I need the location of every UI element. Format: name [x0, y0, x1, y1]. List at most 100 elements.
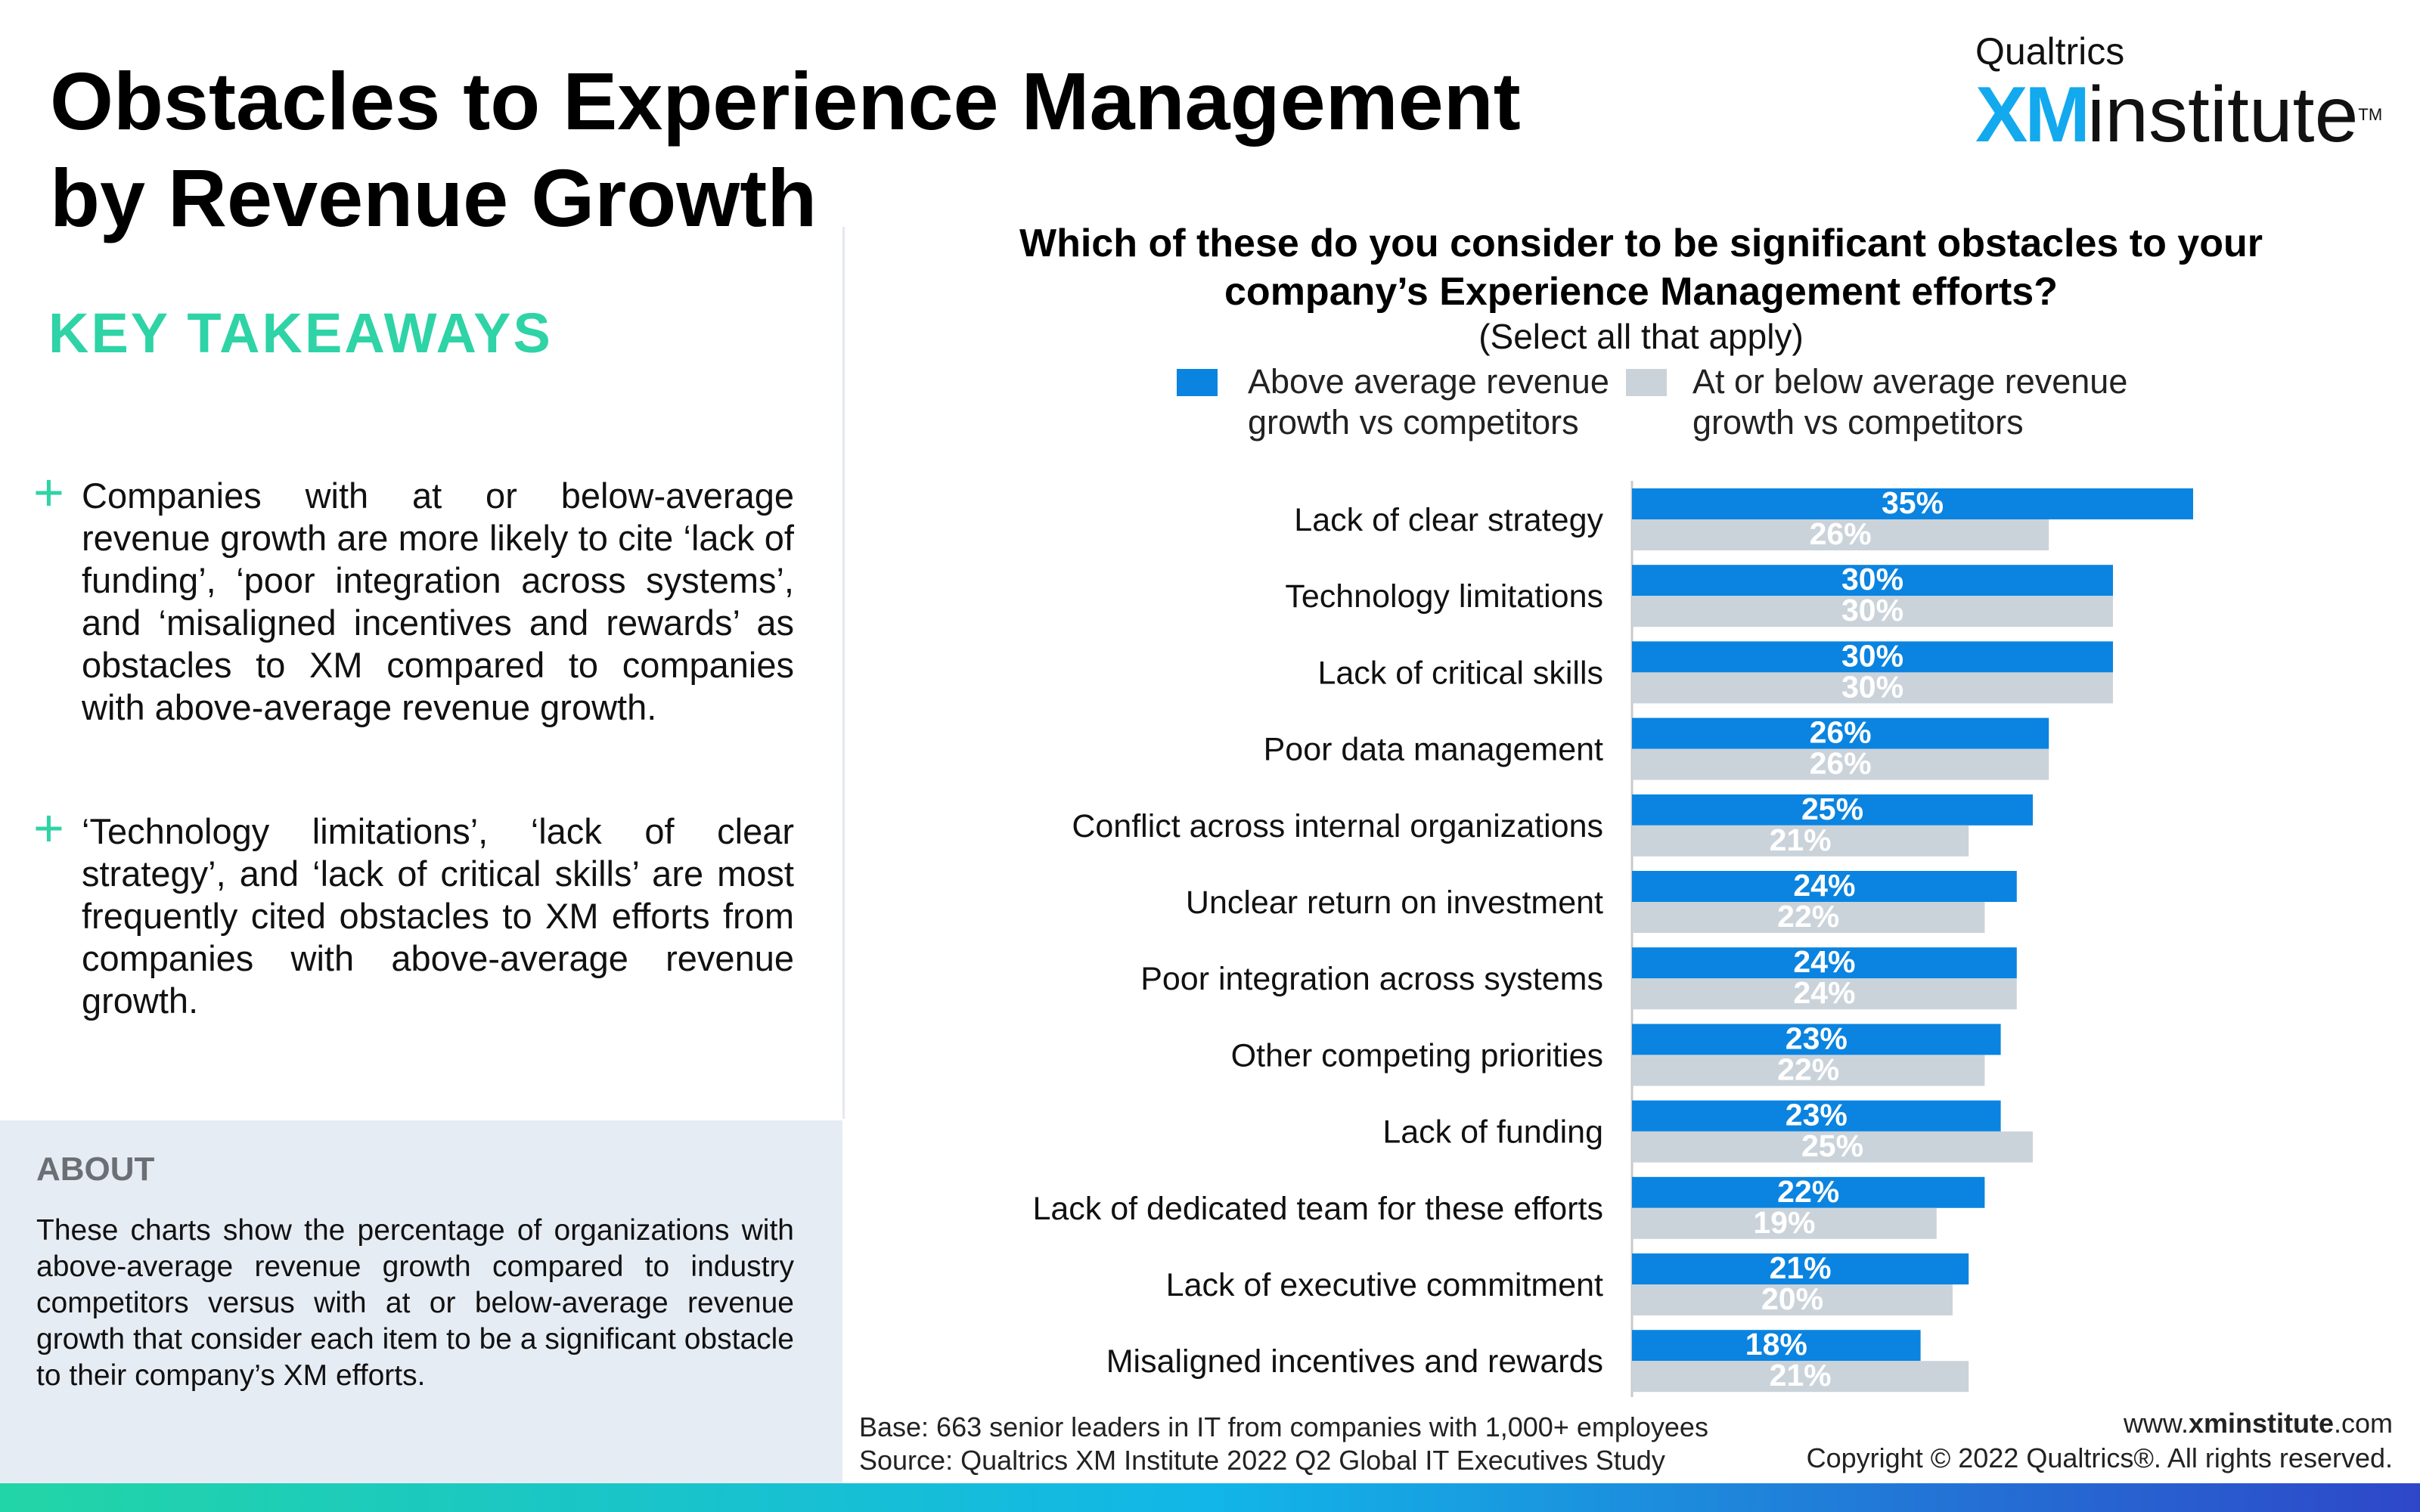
bottom-gradient-bar [0, 1483, 2420, 1512]
data-label-below: 21% [1770, 823, 1832, 857]
bar-above [1632, 717, 2049, 749]
category-label: Lack of clear strategy [1294, 502, 1603, 538]
takeaway-text-2: ‘Technology limitations’, ‘lack of clear… [82, 811, 794, 1021]
bar-below [1632, 672, 2113, 704]
data-label-below: 25% [1801, 1129, 1863, 1163]
legend-label-below: At or below average revenue growth vs co… [1692, 361, 2127, 443]
data-label-above: 30% [1841, 562, 1903, 596]
data-label-below: 19% [1753, 1205, 1815, 1240]
bar-above [1632, 641, 2113, 673]
column-divider [842, 227, 845, 1119]
logo-institute-text: institute [2087, 71, 2359, 159]
legend-swatch-above [1177, 369, 1218, 396]
data-label-below: 24% [1793, 975, 1855, 1010]
bar-below [1632, 596, 2113, 627]
data-label-below: 20% [1761, 1281, 1823, 1316]
bar-below [1632, 825, 1969, 857]
bar-above [1632, 1330, 1921, 1362]
takeaway-text-1: Companies with at or below-average reven… [82, 476, 794, 727]
bar-below [1632, 1284, 1953, 1315]
category-label: Poor integration across systems [1140, 961, 1603, 997]
bar-above [1632, 1176, 1985, 1208]
bar-below [1632, 1131, 2033, 1163]
bar-above [1632, 1100, 2001, 1132]
page-title-line1: Obstacles to Experience Management [50, 55, 1521, 147]
category-label: Technology limitations [1285, 578, 1603, 615]
bar-above [1632, 565, 2113, 596]
data-label-above: 24% [1793, 944, 1855, 979]
category-label: Conflict across internal organizations [1072, 808, 1603, 844]
page-title: Obstacles to Experience Management by Re… [50, 53, 1562, 246]
category-label: Poor data management [1264, 732, 1603, 768]
url-bold: xminstitute [2188, 1408, 2334, 1439]
logo-qualtrics-text: Qualtrics [1975, 30, 2125, 73]
about-panel: ABOUT These charts show the percentage o… [0, 1120, 842, 1483]
category-label: Lack of executive commitment [1166, 1267, 1603, 1303]
data-label-above: 21% [1770, 1250, 1832, 1285]
legend-below-line1: At or below average revenue [1692, 362, 2128, 401]
bar-above [1632, 1253, 1969, 1284]
bar-above [1632, 947, 2017, 979]
footer-notes: Base: 663 senior leaders in IT from comp… [859, 1411, 1708, 1477]
legend-label-above: Above average revenue growth vs competit… [1248, 361, 1609, 443]
bar-above [1632, 871, 2017, 902]
data-label-below: 22% [1777, 899, 1839, 934]
footer-credits: www.xminstitute.com Copyright © 2022 Qua… [1807, 1406, 2393, 1476]
legend-swatch-below [1626, 369, 1667, 396]
bar-below [1632, 978, 2017, 1010]
xm-institute-logo: Qualtrics XMinstituteTM [1975, 29, 2384, 156]
logo-main: XMinstituteTM [1975, 74, 2384, 156]
about-text: These charts show the percentage of orga… [36, 1214, 794, 1392]
bar-below [1632, 1055, 1985, 1086]
data-label-above: 23% [1786, 1021, 1848, 1055]
footer-source: Source: Qualtrics XM Institute 2022 Q2 G… [859, 1445, 1665, 1476]
bar-below [1632, 902, 1985, 933]
chart-question: Which of these do you consider to be sig… [945, 219, 2337, 316]
footer-url[interactable]: www.xminstitute.com [1807, 1406, 2393, 1441]
bar-below [1632, 1361, 1969, 1393]
plus-icon: + [33, 463, 64, 522]
data-label-below: 30% [1841, 593, 1903, 627]
category-label: Unclear return on investment [1186, 885, 1603, 921]
data-label-below: 22% [1777, 1052, 1839, 1086]
footer-copyright: Copyright © 2022 Qualtrics®. All rights … [1806, 1442, 2393, 1473]
data-label-above: 18% [1745, 1327, 1807, 1362]
legend-below-line2: growth vs competitors [1692, 403, 2024, 442]
page-title-line2: by Revenue Growth [50, 152, 818, 243]
url-suffix: .com [2333, 1408, 2393, 1439]
data-label-above: 30% [1841, 638, 1903, 673]
category-label: Misaligned incentives and rewards [1106, 1343, 1603, 1380]
data-label-above: 23% [1786, 1098, 1848, 1132]
data-label-below: 30% [1841, 669, 1903, 704]
category-label: Other competing priorities [1231, 1037, 1603, 1074]
bar-below [1632, 1207, 1937, 1239]
data-label-above: 24% [1793, 868, 1855, 903]
url-prefix: www. [2123, 1408, 2189, 1439]
legend-above-line2: growth vs competitors [1248, 403, 1579, 442]
data-label-below: 26% [1810, 746, 1872, 781]
logo-xm-text: XM [1975, 71, 2090, 159]
category-label: Lack of funding [1382, 1114, 1603, 1151]
takeaway-bullet-2: + ‘Technology limitations’, ‘lack of cle… [33, 801, 794, 1022]
plus-icon: + [33, 798, 64, 857]
chart-question-sub: (Select all that apply) [1478, 317, 1804, 356]
bar-below [1632, 748, 2049, 780]
bar-above [1632, 1024, 2001, 1055]
takeaway-bullet-1: + Companies with at or below-average rev… [33, 466, 794, 729]
bar-above [1632, 794, 2033, 826]
chart-question-line2: company’s Experience Management efforts? [1224, 270, 2058, 314]
category-label: Lack of dedicated team for these efforts [1032, 1191, 1603, 1227]
data-label-above: 25% [1801, 792, 1863, 826]
about-heading: ABOUT [36, 1151, 155, 1188]
legend-above-line1: Above average revenue [1248, 362, 1609, 401]
bar-below [1632, 519, 2049, 550]
chart-question-line1: Which of these do you consider to be sig… [1019, 222, 2263, 265]
data-label-below: 26% [1810, 516, 1872, 551]
category-label: Lack of critical skills [1317, 655, 1603, 691]
logo-tm-mark: TM [2358, 105, 2383, 124]
data-label-above: 35% [1882, 485, 1944, 520]
bar-above [1632, 488, 2193, 519]
data-label-above: 26% [1810, 715, 1872, 750]
data-label-above: 22% [1777, 1174, 1839, 1209]
